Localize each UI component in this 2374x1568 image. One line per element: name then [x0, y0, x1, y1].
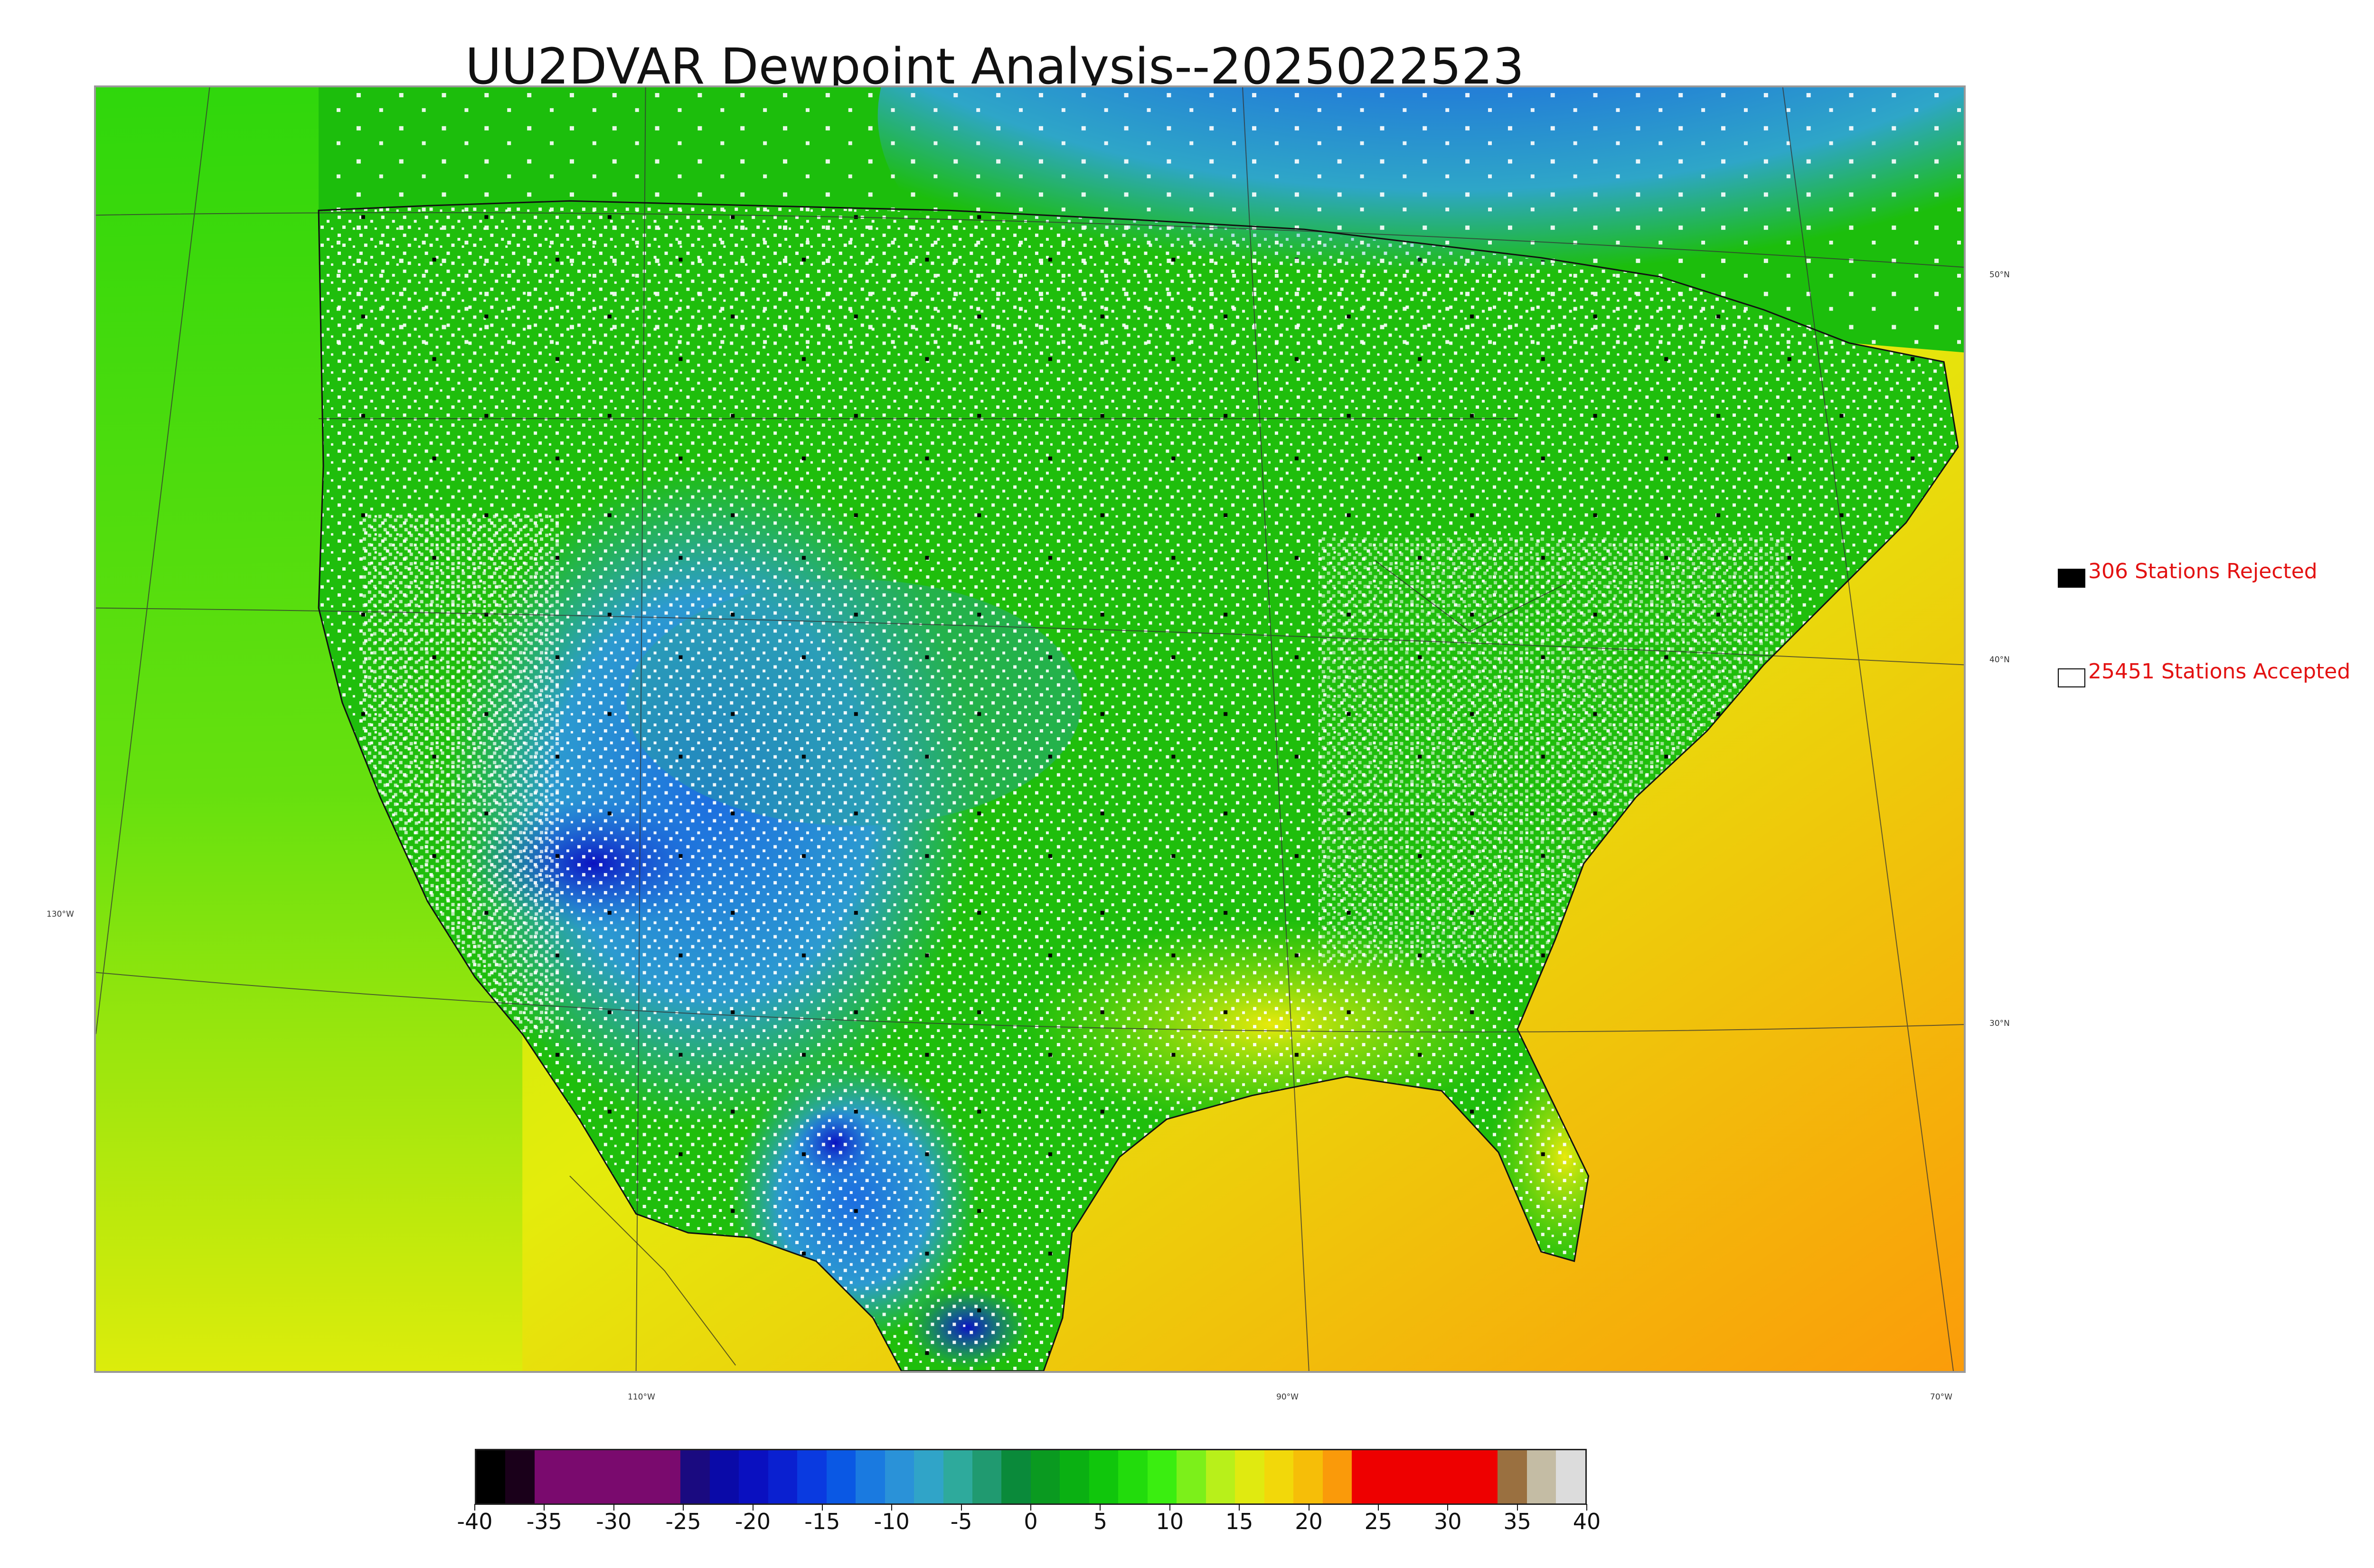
colorbar-segment — [1118, 1450, 1148, 1503]
colorbar-segment — [1381, 1450, 1410, 1503]
colorbar-tick-label: 40 — [1573, 1509, 1601, 1534]
colorbar-tick — [1100, 1504, 1101, 1511]
colorbar-tick-label: -25 — [665, 1509, 701, 1534]
colorbar-tick-label: 30 — [1433, 1509, 1462, 1534]
lat-label-50n: 50°N — [1989, 270, 2010, 280]
colorbar-segment — [1468, 1450, 1498, 1503]
colorbar-tick-label: -30 — [596, 1509, 632, 1534]
colorbar-segment — [1410, 1450, 1440, 1503]
rejected-legend-label: 306 Stations Rejected — [2088, 559, 2317, 583]
colorbar-segment — [564, 1450, 593, 1503]
colorbar-tick-label: 20 — [1295, 1509, 1323, 1534]
colorbar-segment — [1089, 1450, 1119, 1503]
colorbar-tick — [683, 1504, 684, 1511]
colorbar-tick — [1377, 1504, 1379, 1511]
colorbar-tick — [752, 1504, 754, 1511]
colorbar-segment — [943, 1450, 972, 1503]
accepted-swatch — [2058, 668, 2085, 687]
lat-label-30n: 30°N — [1989, 1019, 2010, 1028]
dewpoint-colorbar — [475, 1449, 1587, 1505]
colorbar-segment — [1060, 1450, 1089, 1503]
colorbar-tick-label: -40 — [457, 1509, 493, 1534]
colorbar-segment — [972, 1450, 1002, 1503]
colorbar-tick — [613, 1504, 614, 1511]
colorbar-segment — [651, 1450, 681, 1503]
dewpoint-analysis-map[interactable] — [94, 85, 1966, 1373]
lon-label-70w: 70°W — [1930, 1392, 1952, 1402]
colorbar-tick — [1169, 1504, 1170, 1511]
lon-label-110w: 110°W — [628, 1392, 655, 1402]
colorbar-segment — [709, 1450, 739, 1503]
colorbar-tick — [821, 1504, 823, 1511]
rejected-swatch — [2058, 569, 2085, 588]
colorbar-segment — [797, 1450, 827, 1503]
colorbar-tick — [961, 1504, 962, 1511]
colorbar-segment — [1556, 1450, 1585, 1503]
colorbar-tick-label: -35 — [526, 1509, 562, 1534]
colorbar-tick-label: -5 — [950, 1509, 972, 1534]
colorbar-segment — [1322, 1450, 1352, 1503]
colorbar-tick — [1030, 1504, 1031, 1511]
colorbar-segment — [1352, 1450, 1381, 1503]
colorbar-segment — [1439, 1450, 1469, 1503]
colorbar-segment — [505, 1450, 535, 1503]
colorbar-tick — [1517, 1504, 1518, 1511]
colorbar-tick-label: -15 — [804, 1509, 840, 1534]
colorbar-segment — [739, 1450, 768, 1503]
colorbar-segment — [476, 1450, 506, 1503]
colorbar-segment — [914, 1450, 943, 1503]
colorbar-segment — [1177, 1450, 1206, 1503]
accepted-legend-label: 25451 Stations Accepted — [2088, 659, 2351, 684]
colorbar-segment — [1498, 1450, 1527, 1503]
colorbar-tick — [1586, 1504, 1587, 1511]
colorbar-segment — [1030, 1450, 1060, 1503]
colorbar-segment — [826, 1450, 856, 1503]
lon-label-130w: 130°W — [47, 910, 74, 919]
colorbar-segment — [593, 1450, 622, 1503]
colorbar-segment — [1147, 1450, 1177, 1503]
colorbar-segment — [1235, 1450, 1264, 1503]
colorbar-tick-label: 0 — [1024, 1509, 1038, 1534]
colorbar-tick-label: -20 — [735, 1509, 771, 1534]
colorbar-tick — [544, 1504, 545, 1511]
colorbar-tick-label: 25 — [1364, 1509, 1393, 1534]
colorbar-segment — [1206, 1450, 1235, 1503]
colorbar-segment — [680, 1450, 710, 1503]
lon-label-90w: 90°W — [1276, 1392, 1299, 1402]
colorbar-segment — [622, 1450, 651, 1503]
colorbar-segment — [1526, 1450, 1556, 1503]
colorbar-tick — [1239, 1504, 1240, 1511]
colorbar-tick-label: 5 — [1093, 1509, 1108, 1534]
colorbar-tick-label: -10 — [874, 1509, 910, 1534]
map-title: UU2DVAR Dewpoint Analysis--2025022523 — [465, 38, 1525, 95]
colorbar-tick — [891, 1504, 893, 1511]
colorbar-tick — [474, 1504, 475, 1511]
colorbar-tick-label: 10 — [1156, 1509, 1184, 1534]
colorbar-segment — [534, 1450, 564, 1503]
colorbar-segment — [1264, 1450, 1294, 1503]
colorbar-segment — [885, 1450, 914, 1503]
colorbar-tick-label: 15 — [1225, 1509, 1253, 1534]
colorbar-segment — [856, 1450, 885, 1503]
dewpoint-field — [96, 87, 1964, 1371]
colorbar-segment — [1001, 1450, 1031, 1503]
lat-label-40n: 40°N — [1989, 655, 2010, 665]
colorbar-tick — [1447, 1504, 1449, 1511]
colorbar-segment — [1293, 1450, 1323, 1503]
colorbar-segment — [768, 1450, 798, 1503]
colorbar-tick-label: 35 — [1503, 1509, 1531, 1534]
